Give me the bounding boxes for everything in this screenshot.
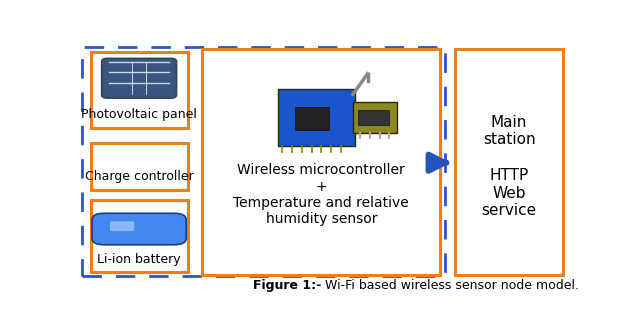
FancyBboxPatch shape: [110, 221, 134, 231]
FancyBboxPatch shape: [278, 89, 356, 146]
FancyBboxPatch shape: [295, 107, 329, 130]
Bar: [203, 49, 440, 275]
Bar: [90, 143, 187, 190]
FancyBboxPatch shape: [92, 213, 186, 245]
Text: Wireless microcontroller
+
Temperature and relative
humidity sensor: Wireless microcontroller + Temperature a…: [233, 163, 409, 226]
Bar: [82, 47, 445, 276]
FancyBboxPatch shape: [102, 58, 177, 98]
Text: Figure 1:-: Figure 1:-: [253, 279, 322, 292]
Bar: [90, 52, 187, 128]
Text: Main
station: Main station: [483, 115, 535, 147]
Text: Li-ion battery: Li-ion battery: [97, 253, 181, 266]
Text: Charge controller: Charge controller: [85, 171, 194, 183]
Text: HTTP
Web
service: HTTP Web service: [482, 168, 537, 218]
Bar: [90, 200, 187, 272]
Bar: [455, 49, 563, 275]
Text: Photovoltaic panel: Photovoltaic panel: [81, 109, 197, 122]
FancyBboxPatch shape: [358, 110, 389, 125]
FancyBboxPatch shape: [353, 102, 397, 133]
Text: Wi-Fi based wireless sensor node model.: Wi-Fi based wireless sensor node model.: [322, 279, 579, 292]
